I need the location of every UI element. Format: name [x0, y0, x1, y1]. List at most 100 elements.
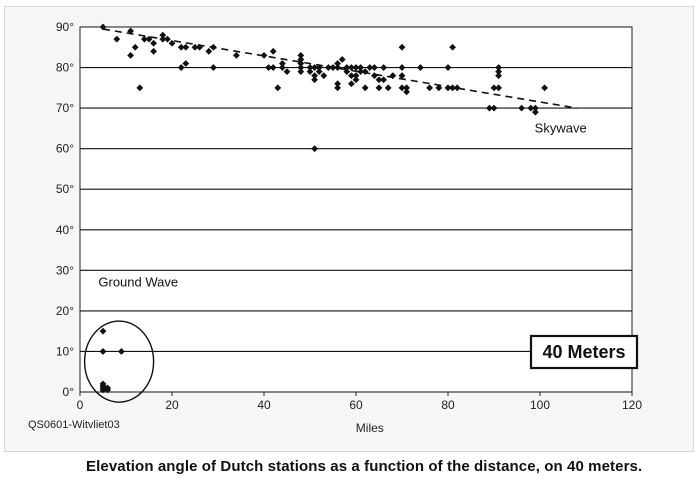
data-point [357, 68, 364, 76]
data-point [233, 51, 240, 59]
x-tick-label: 20 [165, 398, 179, 412]
data-point [182, 43, 190, 51]
data-point [177, 43, 185, 51]
data-point [99, 23, 107, 31]
data-point [196, 43, 203, 51]
figure-caption: Elevation angle of Dutch stations as a f… [86, 458, 643, 475]
data-point [375, 76, 383, 84]
figure-credit: QS0601-Witvliet03 [28, 419, 120, 431]
data-point [380, 76, 387, 84]
data-point [104, 386, 111, 394]
skywave-label: Skywave [535, 120, 587, 135]
data-point [182, 60, 190, 67]
data-point [269, 64, 277, 71]
data-point [210, 43, 217, 51]
data-point [361, 68, 369, 76]
y-tick-label: 20° [56, 304, 74, 318]
data-point [306, 64, 314, 71]
data-point [210, 64, 217, 71]
y-tick-label: 60° [56, 142, 74, 156]
data-point [159, 35, 167, 43]
data-point [311, 76, 318, 84]
data-point [168, 39, 176, 47]
data-point [371, 72, 378, 80]
data-point [191, 43, 199, 51]
data-point [495, 64, 502, 71]
data-point [113, 35, 121, 43]
y-tick-label: 70° [56, 101, 74, 115]
data-point [444, 84, 452, 92]
data-point [177, 64, 185, 71]
y-tick-label: 0° [63, 385, 75, 399]
data-point [334, 64, 341, 71]
gridlines [79, 26, 633, 396]
data-point [150, 39, 157, 47]
data-point [449, 43, 456, 51]
data-point [343, 64, 351, 71]
y-tick-label: 90° [56, 20, 74, 34]
data-point [444, 64, 452, 71]
data-point [99, 386, 107, 394]
data-point [375, 84, 383, 92]
x-tick-labels: 0 20 40 60 80 100 120 [77, 398, 643, 412]
data-point [352, 64, 360, 71]
data-point [357, 64, 364, 71]
data-point [371, 64, 378, 71]
data-point [150, 47, 157, 55]
y-tick-label: 80° [56, 61, 74, 75]
data-point [398, 43, 406, 51]
data-point [527, 104, 535, 112]
data-point [311, 64, 318, 71]
ground-wave-label: Ground Wave [98, 275, 178, 290]
data-point [389, 72, 397, 80]
data-point [352, 72, 360, 80]
data-point [532, 108, 539, 116]
data-point [320, 72, 328, 80]
data-point [99, 327, 107, 335]
data-point [403, 88, 410, 96]
data-point [348, 72, 355, 80]
data-point [315, 64, 323, 71]
data-point [136, 84, 144, 92]
x-tick-label: 80 [441, 398, 455, 412]
data-points [99, 23, 548, 394]
data-point [141, 35, 148, 43]
band-label-text: 40 Meters [542, 342, 625, 362]
data-point [297, 68, 305, 76]
data-point [311, 145, 318, 153]
data-point [486, 104, 493, 112]
data-point [380, 64, 387, 71]
data-point [311, 72, 318, 80]
data-point [417, 64, 424, 71]
data-point [159, 31, 167, 39]
data-point [297, 64, 305, 71]
data-point [334, 84, 341, 92]
data-point [495, 72, 502, 80]
data-point [145, 35, 153, 43]
x-tick-label: 120 [622, 398, 642, 412]
data-point [274, 84, 282, 92]
data-point [348, 64, 355, 71]
data-point [495, 68, 502, 76]
data-point [352, 76, 360, 84]
data-point [453, 84, 461, 92]
x-tick-label: 100 [530, 398, 550, 412]
data-point [495, 84, 502, 92]
data-point [541, 84, 548, 92]
data-point [384, 84, 392, 92]
ground-wave-ellipse [83, 320, 155, 403]
data-point [269, 47, 277, 55]
band-label-box [529, 334, 639, 370]
data-point [334, 80, 341, 88]
data-point [279, 60, 286, 67]
data-point [283, 68, 291, 76]
data-point [366, 64, 374, 71]
data-point [131, 43, 139, 51]
data-point [403, 84, 410, 92]
data-point [99, 348, 107, 355]
data-point [260, 51, 268, 59]
data-point [127, 27, 134, 35]
data-point [361, 84, 369, 92]
data-point [338, 56, 346, 63]
